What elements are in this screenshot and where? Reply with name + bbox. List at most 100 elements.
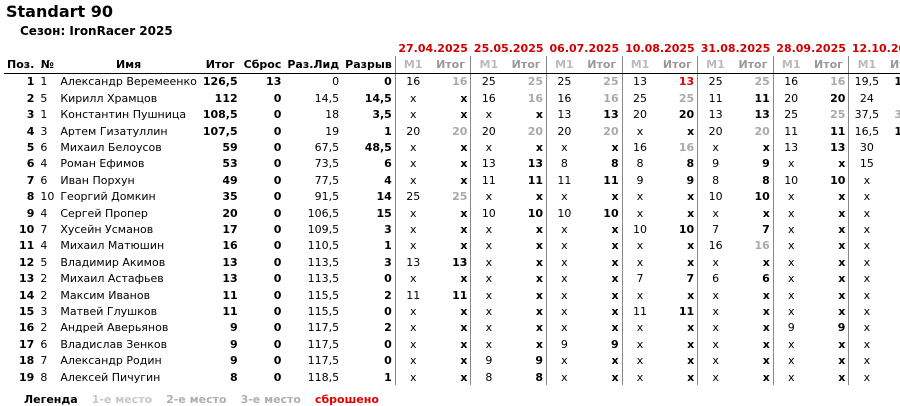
race-total: 11 [830,124,846,138]
column-header: Раз.Лид [284,56,343,74]
race-m1: x [697,139,733,156]
race-m1: 25 [394,188,431,205]
race-m1: x [621,254,658,271]
cell: 12 [19,255,35,269]
race-m1: x [697,254,733,271]
race-m1: x [470,106,507,123]
race-m1: 16 [546,90,582,107]
race-total: x [838,157,846,171]
cell: 49 [222,173,238,187]
race-m1: x [848,204,885,222]
standings-row: 11 4 Михаил Матюшин 16 0 110,5 1 x x x x x x x x 16 16 x x… [4,237,900,255]
cell: Александр Веремеенко [60,75,197,89]
race-total: x [611,354,619,368]
column-header: Разрыв [342,56,396,74]
race-total: x [535,222,544,236]
cell: 5 [40,91,48,105]
cell: 0 [273,337,282,351]
race-total: 9 [837,321,846,335]
cell: 20 [222,206,238,220]
cell: 0 [273,288,282,302]
race-total: x [884,287,900,303]
cell: 109,5 [307,222,340,236]
race-m1: 11 [470,172,507,189]
race-m1: x [772,336,809,353]
race-total: 15 [884,156,900,172]
race-total: x [611,255,619,269]
race-m1: 20 [470,122,507,140]
race-column-header: Итог [808,56,849,74]
cell: Алексей Пичугин [60,370,161,384]
race-total: x [838,239,846,253]
cell: 18 [325,108,340,122]
race-total: x [460,354,468,368]
cell: 107,5 [202,124,238,138]
race-total: 10 [754,190,770,204]
race-m1: 10 [621,221,658,238]
cell: 17 [19,337,35,351]
race-total: x [535,108,544,122]
race-m1: 16 [394,73,431,91]
race-total: 7 [686,272,695,286]
cell: Георгий Домкин [60,190,156,204]
race-total: x [884,352,900,368]
race-total: x [762,321,770,335]
standings-row: 16 2 Андрей Аверьянов 9 0 117,5 2 x x x x x x x x x x 9 9 x… [4,319,900,337]
cell: 0 [384,354,392,368]
race-total: x [535,255,544,269]
race-m1: x [621,237,658,255]
cell: 3 [26,108,35,122]
race-m1: x [848,336,885,353]
race-m1: x [848,254,885,271]
race-m1: 9 [470,352,507,369]
cell: 17 [222,222,238,236]
race-total: x [460,91,468,105]
race-total: 13 [603,108,619,122]
race-m1: x [394,155,431,173]
race-m1: x [772,221,809,238]
race-total: 8 [610,157,619,171]
race-m1: x [772,352,809,369]
cell: 1 [26,75,35,89]
race-m1: 30 [848,139,885,156]
race-m1: x [394,368,431,386]
race-total: x [687,255,695,269]
race-m1: x [546,270,582,287]
race-m1: x [772,155,809,173]
race-m1: 13 [546,106,582,123]
race-total: x [762,370,770,384]
race-m1: x [470,286,507,304]
race-total: 13 [830,141,846,155]
race-m1: 25 [621,90,658,107]
race-total: x [884,270,900,286]
race-m1: x [621,204,658,222]
cell: 8 [40,370,48,384]
race-m1: 20 [546,122,582,140]
cell: 126,5 [202,75,238,89]
cell: 0 [273,157,282,171]
cell: 0 [273,304,282,318]
race-m1: x [848,303,885,320]
standings-row: 14 2 Максим Иванов 11 0 115,5 2 11 11 x x x x x x x x x x x… [4,286,900,304]
race-m1: 13 [394,254,431,271]
cell: 3 [40,124,48,138]
cell: 16 [19,321,35,335]
race-m1: x [772,204,809,222]
standings-row: 4 3 Артем Гизатуллин 107,5 0 19 1 20 20 20 20 20 20 x… [4,122,900,140]
race-total: 9 [535,354,544,368]
race-total: 37,5 [894,108,900,122]
cell: 13 [19,272,35,286]
race-m1: x [394,221,431,238]
cell: 1 [40,75,48,89]
race-total: x [838,190,846,204]
standings-row: 3 1 Константин Пушница 108,5 0 18 3,5 x x x x 13 13 2… [4,106,900,123]
race-m1: x [621,122,658,140]
race-date: 12.10.2025 [851,41,900,55]
race-m1: 13 [697,106,733,123]
race-total: x [460,321,468,335]
race-m1: 11 [772,122,809,140]
column-header: Имя [57,56,200,74]
race-m1: x [848,221,885,238]
race-total: 13 [452,255,468,269]
